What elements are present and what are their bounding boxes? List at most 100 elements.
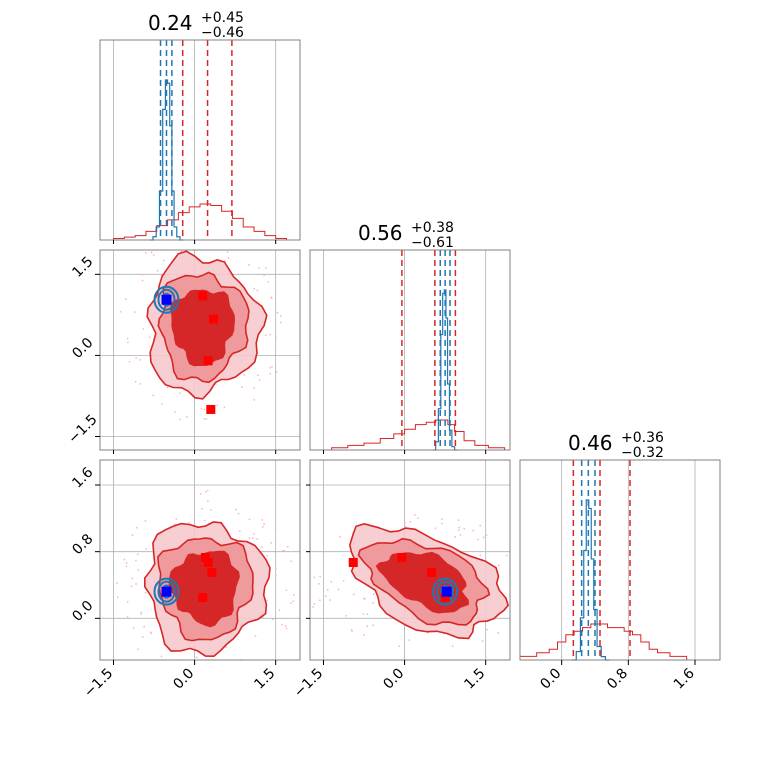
diag-panel-2-title: 0.46 bbox=[568, 431, 613, 455]
joint-panel-r2-c1-content bbox=[312, 514, 532, 648]
joint-panel-r1-c0-sample-66 bbox=[228, 237, 230, 239]
joint-panel-r2-c1-sample-7 bbox=[526, 605, 528, 607]
joint-panel-r2-c1-sample-55 bbox=[362, 597, 365, 600]
joint-panel-r2-c0-sample-134 bbox=[202, 661, 204, 663]
joint-panel-r1-c0-sample-121 bbox=[269, 366, 271, 369]
diag-panel-2-red-hist bbox=[519, 623, 704, 661]
joint-panel-r1-c0-sample-107 bbox=[265, 267, 267, 269]
joint-panel-r2-c1-sample-126 bbox=[459, 534, 462, 536]
diag-panel-0-title-minus: −0.46 bbox=[201, 25, 244, 41]
joint-panel-r1-c0-sample-5 bbox=[256, 289, 259, 292]
joint-panel-r2-c1-sample-113 bbox=[530, 586, 532, 588]
joint-panel-r1-c0-sample-60 bbox=[179, 418, 181, 421]
joint-panel-r2-c0-sample-109 bbox=[131, 534, 134, 536]
joint-panel-r2-c0-sample-124 bbox=[202, 671, 204, 673]
joint-panel-r2-c0-sample-39 bbox=[261, 519, 264, 521]
diag-panel-2-blue-hist bbox=[572, 499, 610, 661]
joint-panel-r1-c0-sample-110 bbox=[150, 251, 153, 254]
joint-panel-r2-c0-sample-128 bbox=[281, 550, 284, 552]
joint-panel-r1-c0-sample-29 bbox=[161, 403, 163, 405]
joint-panel-r1-c0-content bbox=[119, 237, 282, 421]
joint-panel-r2-c0-frame bbox=[99, 459, 301, 661]
joint-panel-r2-c1-sample-116 bbox=[329, 599, 331, 601]
joint-panel-r2-c1-sample-18 bbox=[454, 536, 456, 538]
joint-panel-r2-c0-sample-102 bbox=[225, 646, 227, 648]
joint-panel-r2-c1-sample-82 bbox=[408, 639, 410, 641]
joint-panel-r2-c0-sample-119 bbox=[278, 609, 281, 611]
joint-panel-r2-c1-sample-106 bbox=[414, 514, 416, 516]
joint-panel-r1-c0-sample-122 bbox=[161, 274, 163, 276]
joint-panel-r2-c0-sample-130 bbox=[175, 518, 178, 520]
diag-panel-0-red-hist bbox=[113, 203, 287, 240]
joint-panel-r1-c0-sample-115 bbox=[280, 315, 282, 317]
joint-panel-r2-c0-red-marker-1 bbox=[203, 558, 213, 567]
joint-panel-r2-c0-sample-135 bbox=[285, 627, 288, 630]
xtick-label-c2-1: 0.8 bbox=[604, 666, 631, 693]
xtick-label-c1-1: 0.0 bbox=[380, 666, 407, 693]
joint-panel-r2-c1-sample-41 bbox=[472, 529, 475, 532]
joint-panel-r1-c0-red-contour-2 bbox=[170, 289, 236, 367]
joint-panel-r1-c0-sample-55 bbox=[269, 333, 272, 336]
joint-panel-r1-c0-sample-103 bbox=[264, 334, 267, 337]
joint-panel-r2-c0-sample-31 bbox=[275, 567, 277, 570]
joint-panel-r2-c0-sample-1 bbox=[275, 574, 277, 576]
joint-panel-r1-c0-sample-88 bbox=[258, 378, 261, 381]
joint-panel-r2-c0-sample-38 bbox=[187, 664, 189, 666]
joint-panel-r1-c0-sample-7 bbox=[276, 311, 279, 314]
joint-panel-r2-c1-sample-110 bbox=[324, 595, 327, 597]
joint-panel-r2-c0-sample-137 bbox=[199, 493, 202, 495]
joint-panel-r1-c0-sample-3 bbox=[152, 254, 155, 256]
joint-panel-r1-c0-sample-82 bbox=[228, 246, 230, 248]
joint-panel-r2-c0-sample-138 bbox=[123, 558, 126, 561]
joint-panel-r2-c0-sample-93 bbox=[149, 631, 152, 634]
joint-panel-r2-c1-sample-78 bbox=[477, 538, 480, 541]
joint-panel-r1-c0-sample-22 bbox=[253, 399, 256, 401]
joint-panel-r2-c1-sample-25 bbox=[497, 564, 500, 567]
joint-panel-r2-c1-sample-32 bbox=[458, 526, 460, 529]
joint-panel-r2-c1-sample-4 bbox=[515, 540, 517, 542]
joint-panel-r2-c1-sample-127 bbox=[514, 588, 516, 590]
joint-panel-r2-c0-sample-97 bbox=[274, 527, 277, 530]
joint-panel-r2-c1-red-marker-2 bbox=[427, 568, 437, 577]
joint-panel-r1-c0-sample-89 bbox=[253, 288, 255, 290]
joint-panel-r1-c0-sample-17 bbox=[162, 259, 165, 262]
joint-panel-r2-c1-sample-57 bbox=[404, 522, 406, 524]
joint-panel-r2-c0-sample-94 bbox=[145, 548, 147, 550]
ytick-label-r1-0: −1.5 bbox=[65, 412, 100, 447]
diag-panel-2-frame bbox=[519, 459, 721, 661]
joint-panel-r2-c0-sample-96 bbox=[254, 635, 257, 637]
joint-panel-r1-c0-sample-114 bbox=[119, 311, 122, 313]
joint-panel-r2-c0-sample-15 bbox=[140, 611, 143, 614]
xtick-label-c0-1: 0.0 bbox=[170, 666, 197, 693]
joint-panel-r2-c0-sample-64 bbox=[251, 537, 254, 539]
joint-panel-r2-c1-sample-33 bbox=[318, 583, 320, 585]
joint-panel-r2-c0-sample-45 bbox=[201, 508, 203, 510]
xtick-label-c2-0: 0.0 bbox=[537, 666, 564, 693]
xtick-label-c1-2: 1.5 bbox=[461, 666, 488, 693]
joint-panel-r2-c1-sample-96 bbox=[372, 602, 374, 604]
joint-panel-r2-c0-sample-90 bbox=[126, 616, 129, 618]
joint-panel-r2-c0-sample-86 bbox=[144, 520, 147, 522]
joint-panel-r2-c1-sample-43 bbox=[326, 589, 329, 591]
joint-panel-r2-c1-sample-124 bbox=[441, 522, 443, 525]
joint-panel-r1-c0-blue-contour-1 bbox=[157, 288, 176, 311]
joint-panel-r2-c1-sample-13 bbox=[514, 600, 516, 602]
joint-panel-r1-c0-sample-133 bbox=[227, 257, 230, 259]
joint-panel-r1-c0-sample-138 bbox=[280, 321, 282, 324]
joint-panel-r1-c0-sample-25 bbox=[224, 260, 226, 262]
joint-panel-r1-c0-sample-129 bbox=[258, 267, 260, 269]
joint-panel-r2-c0-sample-41 bbox=[141, 636, 144, 638]
joint-panel-r1-c0-sample-71 bbox=[141, 273, 144, 276]
joint-panel-r2-c0-sample-76 bbox=[137, 568, 140, 571]
diag-panel-1-frame bbox=[309, 249, 511, 451]
joint-panel-r1-c0-sample-46 bbox=[267, 281, 270, 283]
joint-panel-r2-c0-sample-53 bbox=[207, 500, 209, 503]
joint-panel-r1-c0-sample-4 bbox=[203, 417, 205, 420]
joint-panel-r2-c0-sample-121 bbox=[266, 599, 268, 602]
joint-panel-r2-c1-sample-26 bbox=[417, 517, 419, 519]
ytick-label-r2-0: 0.0 bbox=[69, 598, 96, 625]
joint-panel-r2-c0-sample-3 bbox=[248, 518, 251, 521]
joint-panel-r2-c0-sample-115 bbox=[256, 538, 258, 540]
joint-panel-r1-c0-sample-134 bbox=[205, 418, 207, 420]
